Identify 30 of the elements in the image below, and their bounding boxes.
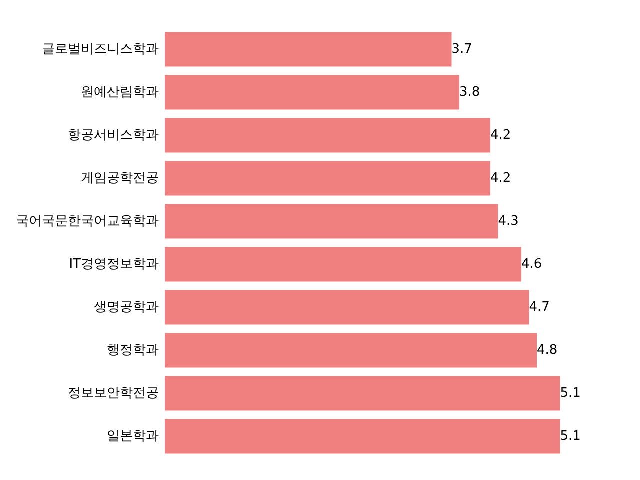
y-tick-label: IT경영정보학과	[69, 256, 159, 272]
y-tick-label: 국어국문한국어교육학과	[16, 214, 159, 229]
data-label: 4.2	[490, 128, 512, 143]
y-tick-label: 일본학과	[107, 428, 159, 444]
y-tick-label: 항공서비스학과	[68, 128, 159, 143]
bar	[165, 32, 452, 67]
y-tick-label: 정보보안학전공	[68, 386, 159, 401]
y-tick-label: 원예산림학과	[81, 84, 159, 100]
bar	[165, 419, 560, 454]
data-label: 5.1	[560, 386, 581, 401]
bar	[165, 290, 530, 325]
data-label: 5.1	[560, 428, 581, 444]
data-label: 4.2	[490, 170, 512, 186]
bar	[165, 161, 490, 196]
bar	[165, 376, 560, 411]
data-label: 3.7	[452, 42, 472, 57]
y-tick-label: 글로벌비즈니스학과	[42, 42, 159, 57]
y-tick-label: 게임공학전공	[81, 170, 159, 186]
bar	[165, 75, 460, 110]
data-label: 3.8	[460, 84, 480, 100]
data-label: 4.3	[498, 214, 519, 229]
bar	[165, 247, 522, 282]
bar	[165, 333, 537, 368]
data-label: 4.7	[529, 300, 550, 315]
bar	[165, 204, 498, 239]
bar	[165, 118, 490, 153]
y-tick-label: 생명공학과	[94, 300, 159, 315]
data-label: 4.6	[522, 256, 542, 272]
y-tick-label: 행정학과	[107, 342, 159, 358]
data-label: 4.8	[537, 342, 558, 358]
